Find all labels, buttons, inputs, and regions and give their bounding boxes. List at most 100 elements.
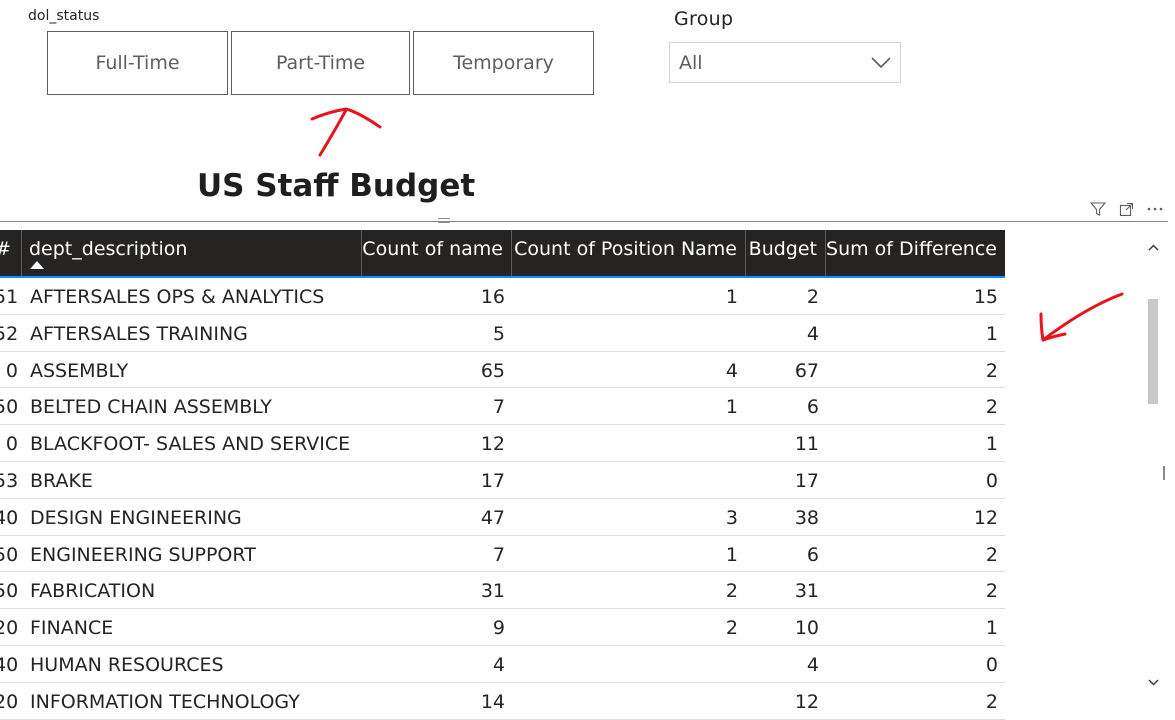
cell-count-of-position-name — [512, 315, 738, 351]
cell-id: 20 — [0, 617, 18, 640]
cell-dept-description: BRAKE — [30, 469, 93, 492]
focus-mode-icon[interactable] — [1117, 200, 1135, 218]
cell-count-of-name: 47 — [480, 506, 505, 529]
slicer-button-full-time[interactable]: Full-Time — [47, 31, 228, 95]
table-row[interactable]: 20 FINANCE 9 2 10 1 — [0, 609, 1005, 646]
cell-budget: 6 — [806, 396, 819, 419]
column-header-dept-description[interactable]: dept_description — [22, 230, 362, 277]
cell-count-of-name: 4 — [492, 653, 505, 676]
cell-count-of-position-name — [512, 683, 738, 719]
table-row[interactable]: 40 DESIGN ENGINEERING 47 3 38 12 — [0, 499, 1005, 536]
table-row[interactable]: 50 BELTED CHAIN ASSEMBLY 7 1 6 2 — [0, 388, 1005, 426]
cell-id: 0 — [5, 433, 18, 456]
table-body: 51 AFTERSALES OPS & ANALYTICS 16 1 2 15 52 AFTE… — [0, 278, 1005, 720]
cell-id: 40 — [0, 653, 18, 676]
cell-budget: 11 — [794, 433, 819, 456]
cell-budget: 12 — [794, 690, 819, 713]
cell-count-of-position-name — [512, 646, 738, 682]
cell-count-of-name: 17 — [480, 469, 505, 492]
cell-budget: 4 — [806, 322, 819, 345]
cell-budget: 2 — [806, 286, 819, 308]
slicer-button-part-time[interactable]: Part-Time — [231, 31, 410, 95]
cell-sum-of-difference: 2 — [985, 690, 998, 713]
cell-sum-of-difference: 1 — [985, 322, 998, 345]
cell-sum-of-difference: 1 — [985, 617, 998, 640]
table-header: # dept_description Count of name Count o… — [0, 230, 1005, 278]
cell-dept-description: FINANCE — [30, 617, 114, 640]
cell-budget: 38 — [794, 506, 819, 529]
cell-count-of-name: 16 — [480, 286, 505, 308]
cell-budget: 4 — [806, 653, 819, 676]
column-header-count-of-position-name[interactable]: Count of Position Name — [512, 230, 746, 277]
red-annotation-arrow-up — [310, 107, 382, 157]
cell-dept-description: DESIGN ENGINEERING — [30, 506, 242, 529]
cell-sum-of-difference: 2 — [985, 396, 998, 419]
visual-frame-border — [0, 221, 1168, 222]
resize-handle[interactable] — [1163, 466, 1165, 480]
cell-count-of-name: 9 — [492, 617, 505, 640]
cell-count-of-name: 14 — [480, 690, 505, 713]
table-row[interactable]: 50 ENGINEERING SUPPORT 7 1 6 2 — [0, 536, 1005, 573]
cell-id: 0 — [5, 359, 18, 382]
cell-id: 50 — [0, 396, 18, 419]
cell-dept-description: BELTED CHAIN ASSEMBLY — [30, 396, 272, 419]
cell-count-of-name: 65 — [480, 359, 505, 382]
cell-count-of-position-name: 3 — [725, 506, 738, 529]
cell-id: 53 — [0, 469, 18, 492]
cell-sum-of-difference: 2 — [985, 359, 998, 382]
group-dropdown[interactable]: All — [669, 42, 901, 83]
cell-count-of-position-name: 4 — [725, 359, 738, 382]
resize-grip[interactable] — [438, 218, 450, 223]
scroll-up-icon[interactable] — [1147, 241, 1160, 254]
red-annotation-arrow-left — [1039, 292, 1124, 342]
report-title: US Staff Budget — [197, 168, 476, 204]
slicer-title: dol_status — [28, 8, 100, 24]
cell-id: 50 — [0, 543, 18, 566]
table-scrollbar[interactable] — [1146, 231, 1161, 693]
scroll-down-icon[interactable] — [1147, 676, 1160, 689]
cell-sum-of-difference: 0 — [985, 469, 998, 492]
column-header-budget[interactable]: Budget — [746, 230, 826, 277]
cell-count-of-position-name: 1 — [725, 396, 738, 419]
cell-count-of-position-name: 1 — [725, 543, 738, 566]
table-row[interactable]: 53 BRAKE 17 17 0 — [0, 462, 1005, 499]
table-row[interactable]: 50 FABRICATION 31 2 31 2 — [0, 572, 1005, 610]
table-row[interactable]: 20 INFORMATION TECHNOLOGY 14 12 2 — [0, 683, 1005, 720]
cell-sum-of-difference: 2 — [985, 543, 998, 566]
cell-id: 20 — [0, 690, 18, 713]
column-header-count-of-name[interactable]: Count of name — [362, 230, 512, 277]
cell-count-of-position-name — [512, 425, 738, 461]
cell-count-of-name: 5 — [492, 322, 505, 345]
cell-count-of-position-name: 2 — [725, 580, 738, 603]
cell-dept-description: ASSEMBLY — [30, 359, 129, 382]
cell-count-of-name: 31 — [480, 580, 505, 603]
cell-sum-of-difference: 2 — [985, 580, 998, 603]
column-header-id[interactable]: # — [0, 230, 22, 277]
cell-count-of-position-name — [512, 462, 738, 498]
cell-dept-description: INFORMATION TECHNOLOGY — [30, 690, 300, 713]
cell-id: 50 — [0, 580, 18, 603]
cell-budget: 10 — [794, 617, 819, 640]
cell-dept-description: ENGINEERING SUPPORT — [30, 543, 256, 566]
filter-icon[interactable] — [1089, 200, 1107, 218]
cell-count-of-position-name: 1 — [725, 286, 738, 308]
cell-id: 52 — [0, 322, 18, 345]
table-row[interactable]: 0 BLACKFOOT- SALES AND SERVICE 12 11 1 — [0, 425, 1005, 462]
table-row[interactable]: 0 ASSEMBLY 65 4 67 2 — [0, 352, 1005, 389]
table-row[interactable]: 40 HUMAN RESOURCES 4 4 0 — [0, 646, 1005, 683]
column-header-sum-of-difference[interactable]: Sum of Difference — [826, 238, 997, 260]
cell-sum-of-difference: 1 — [985, 433, 998, 456]
chevron-down-icon — [871, 52, 891, 74]
cell-count-of-name: 7 — [492, 543, 505, 566]
cell-dept-description: FABRICATION — [30, 580, 156, 603]
more-options-icon[interactable] — [1146, 200, 1164, 218]
table-row[interactable]: 51 AFTERSALES OPS & ANALYTICS 16 1 2 15 — [0, 278, 1005, 315]
cell-sum-of-difference: 15 — [973, 286, 998, 308]
table-row[interactable]: 52 AFTERSALES TRAINING 5 4 1 — [0, 315, 1005, 352]
cell-sum-of-difference: 12 — [973, 506, 998, 529]
header-accent-line — [0, 276, 1005, 278]
cell-dept-description: AFTERSALES OPS & ANALYTICS — [30, 286, 325, 308]
slicer-button-temporary[interactable]: Temporary — [413, 31, 594, 95]
cell-budget: 17 — [794, 469, 819, 492]
scrollbar-thumb[interactable] — [1148, 299, 1158, 404]
